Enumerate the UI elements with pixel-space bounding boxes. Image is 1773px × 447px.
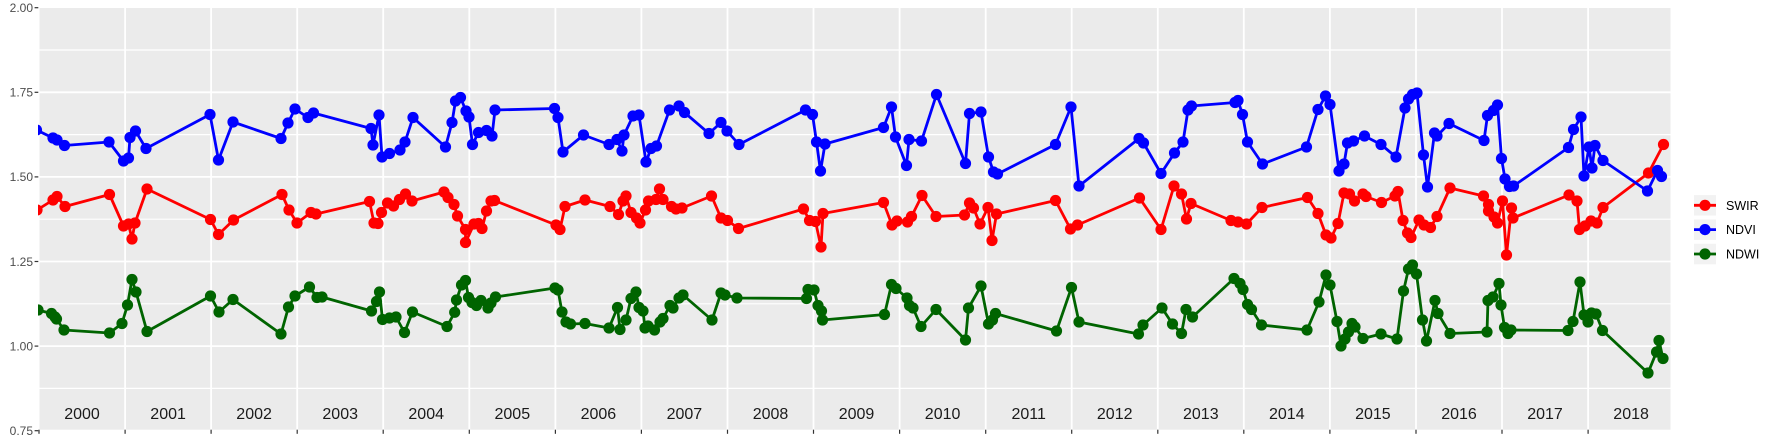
svg-text:2005: 2005 xyxy=(495,406,531,423)
svg-text:2018: 2018 xyxy=(1613,406,1649,423)
svg-text:2004: 2004 xyxy=(408,406,444,423)
svg-text:2013: 2013 xyxy=(1183,406,1219,423)
svg-text:2017: 2017 xyxy=(1527,406,1563,423)
svg-text:1.00: 1.00 xyxy=(10,339,34,353)
svg-text:NDVI: NDVI xyxy=(1726,223,1756,237)
svg-text:2009: 2009 xyxy=(839,406,875,423)
svg-text:2003: 2003 xyxy=(322,406,358,423)
svg-text:NDWI: NDWI xyxy=(1726,248,1759,262)
svg-text:2012: 2012 xyxy=(1097,406,1133,423)
svg-text:1.50: 1.50 xyxy=(10,170,34,184)
svg-text:2016: 2016 xyxy=(1441,406,1477,423)
svg-text:2011: 2011 xyxy=(1011,406,1046,423)
svg-text:2000: 2000 xyxy=(64,406,100,423)
svg-text:2007: 2007 xyxy=(667,406,703,423)
svg-text:1.25: 1.25 xyxy=(10,255,34,269)
svg-text:2001: 2001 xyxy=(150,406,186,423)
svg-text:2006: 2006 xyxy=(581,406,617,423)
svg-text:2010: 2010 xyxy=(925,406,961,423)
svg-text:2014: 2014 xyxy=(1269,406,1305,423)
svg-text:1.75: 1.75 xyxy=(10,86,34,100)
svg-text:SWIR: SWIR xyxy=(1726,199,1759,213)
svg-text:2002: 2002 xyxy=(236,406,272,423)
svg-text:2015: 2015 xyxy=(1355,406,1391,423)
svg-text:0.75: 0.75 xyxy=(10,424,34,438)
svg-text:2008: 2008 xyxy=(753,406,789,423)
svg-text:2.00: 2.00 xyxy=(10,1,34,15)
